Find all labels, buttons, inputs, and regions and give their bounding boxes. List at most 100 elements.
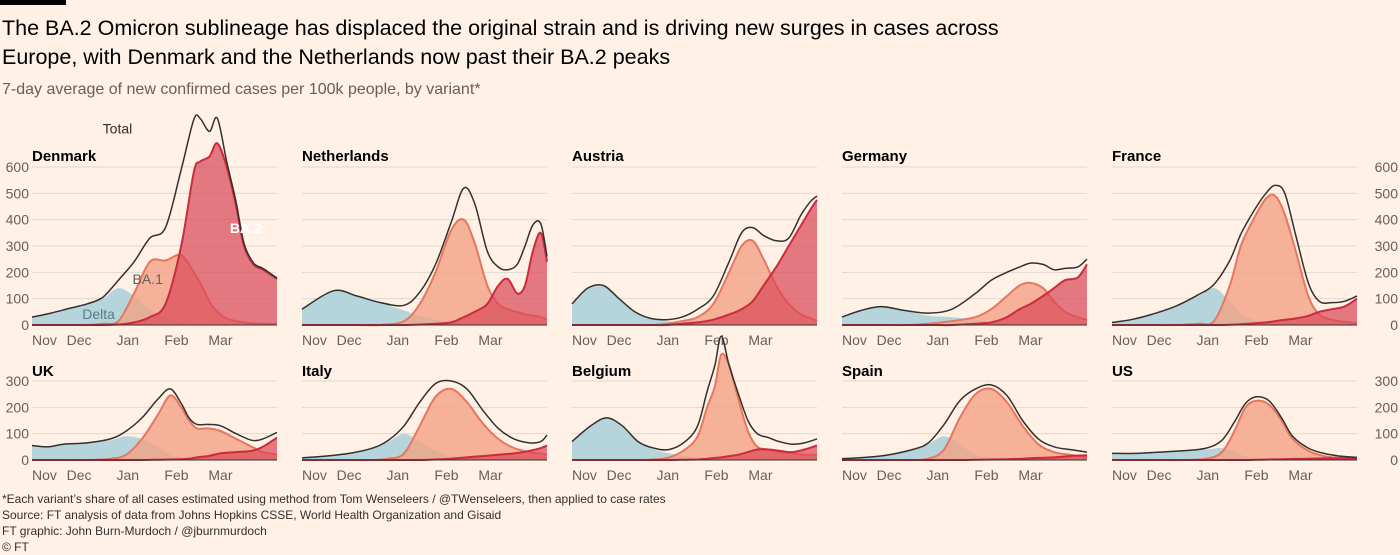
footnote-method: *Each variant’s share of all cases estim… bbox=[2, 492, 666, 506]
panel-title-belgium: Belgium bbox=[572, 363, 631, 380]
x-tick-label: Dec bbox=[607, 332, 632, 348]
y-tick-label: 300 bbox=[1375, 373, 1399, 389]
y-tick-label: 0 bbox=[21, 317, 29, 333]
x-tick-label: Nov bbox=[842, 467, 867, 483]
y-tick-label: 400 bbox=[6, 212, 30, 228]
x-tick-label: Jan bbox=[117, 467, 140, 483]
y-tick-label: 600 bbox=[1375, 159, 1399, 175]
y-tick-label: 400 bbox=[1375, 212, 1399, 228]
panel-title-austria: Austria bbox=[572, 148, 624, 165]
annotation-ba2: BA.2 bbox=[230, 220, 262, 236]
annotation-ba1: BA.1 bbox=[133, 271, 164, 287]
ba2-area bbox=[302, 232, 547, 326]
x-tick-label: Jan bbox=[927, 332, 950, 348]
panel-uk: UK Nov Dec Jan Feb Mar 0 100 200 300 bbox=[6, 363, 278, 483]
ba2-area bbox=[572, 445, 817, 460]
y-tick-label: 100 bbox=[1375, 426, 1399, 442]
x-tick-label: Mar bbox=[748, 467, 772, 483]
panel-title-italy: Italy bbox=[302, 363, 333, 380]
chart-subtitle: 7-day average of new confirmed cases per… bbox=[2, 81, 481, 98]
x-tick-label: Nov bbox=[842, 332, 867, 348]
y-tick-label: 0 bbox=[21, 452, 29, 468]
annotation-delta: Delta bbox=[82, 306, 115, 322]
panel-title-spain: Spain bbox=[842, 363, 883, 380]
ba2-area bbox=[842, 264, 1087, 326]
x-tick-label: Mar bbox=[478, 467, 502, 483]
y-tick-label: 100 bbox=[1375, 291, 1399, 307]
x-tick-label: Nov bbox=[32, 332, 57, 348]
x-tick-label: Feb bbox=[1244, 467, 1268, 483]
ba1-area bbox=[302, 219, 547, 326]
panel-italy: Italy Nov Dec Jan Feb Mar bbox=[301, 363, 548, 483]
delta-area bbox=[572, 417, 817, 460]
y-tick-label: 200 bbox=[1375, 264, 1399, 280]
x-tick-label: Mar bbox=[1288, 332, 1312, 348]
total-line bbox=[301, 186, 548, 310]
footnote-source: Source: FT analysis of data from Johns H… bbox=[2, 508, 502, 522]
x-tick-label: Feb bbox=[434, 332, 458, 348]
panel-title-netherlands: Netherlands bbox=[302, 148, 389, 165]
delta-area bbox=[572, 284, 817, 325]
total-line bbox=[31, 388, 278, 448]
delta-area bbox=[32, 288, 277, 325]
x-tick-label: Jan bbox=[927, 467, 950, 483]
total-line bbox=[841, 258, 1088, 318]
y-tick-label: 500 bbox=[1375, 185, 1399, 201]
x-tick-label: Mar bbox=[208, 467, 232, 483]
x-tick-label: Feb bbox=[164, 467, 188, 483]
x-tick-label: Feb bbox=[974, 467, 998, 483]
x-tick-label: Mar bbox=[208, 332, 232, 348]
y-tick-label: 300 bbox=[6, 238, 30, 254]
x-tick-label: Jan bbox=[387, 467, 410, 483]
x-tick-label: Jan bbox=[1197, 332, 1220, 348]
x-tick-label: Mar bbox=[748, 332, 772, 348]
panel-denmark: Denmark Nov Dec Jan Feb Mar 0 100 200 300 400 500 60… bbox=[6, 114, 278, 348]
panel-title-uk: UK bbox=[32, 363, 54, 380]
y-tick-label: 300 bbox=[1375, 238, 1399, 254]
total-line bbox=[571, 195, 818, 321]
x-tick-label: Feb bbox=[704, 467, 728, 483]
y-tick-label: 300 bbox=[6, 373, 30, 389]
y-tick-label: 100 bbox=[6, 426, 30, 442]
x-tick-label: Dec bbox=[67, 467, 92, 483]
x-tick-label: Mar bbox=[1018, 332, 1042, 348]
x-tick-label: Dec bbox=[67, 332, 92, 348]
x-tick-label: Nov bbox=[1112, 332, 1137, 348]
panel-belgium: Belgium Nov Dec Jan Feb Mar bbox=[571, 335, 818, 483]
y-tick-label: 200 bbox=[1375, 399, 1399, 415]
panel-germany: Germany Nov Dec Jan Feb Mar bbox=[841, 148, 1088, 348]
y-tick-label: 100 bbox=[6, 291, 30, 307]
ft-top-bar bbox=[0, 0, 66, 5]
ba1-area bbox=[302, 388, 547, 461]
y-tick-label: 0 bbox=[1390, 317, 1398, 333]
x-tick-label: Dec bbox=[1147, 467, 1172, 483]
x-tick-label: Feb bbox=[704, 332, 728, 348]
x-tick-label: Feb bbox=[974, 332, 998, 348]
total-line bbox=[301, 379, 548, 459]
ba1-area bbox=[1112, 194, 1357, 326]
x-tick-label: Mar bbox=[1018, 467, 1042, 483]
x-tick-label: Jan bbox=[657, 332, 680, 348]
x-tick-label: Jan bbox=[117, 332, 140, 348]
x-tick-label: Nov bbox=[572, 467, 597, 483]
chart-title: The BA.2 Omicron sublineage has displace… bbox=[2, 16, 999, 69]
footnote-credit: FT graphic: John Burn-Murdoch / @jburnmu… bbox=[2, 524, 267, 538]
x-tick-label: Nov bbox=[302, 467, 327, 483]
ba2-area bbox=[572, 199, 817, 326]
total-line bbox=[31, 114, 278, 318]
y-tick-label: 600 bbox=[6, 159, 30, 175]
x-tick-label: Nov bbox=[1112, 467, 1137, 483]
panel-netherlands: Netherlands Nov Dec Jan Feb Mar bbox=[301, 148, 548, 348]
panel-title-denmark: Denmark bbox=[32, 148, 97, 165]
x-tick-label: Feb bbox=[1244, 332, 1268, 348]
ba1-area bbox=[32, 395, 277, 461]
y-tick-label: 200 bbox=[6, 264, 30, 280]
x-tick-label: Dec bbox=[1147, 332, 1172, 348]
x-tick-label: Feb bbox=[164, 332, 188, 348]
x-tick-label: Jan bbox=[1197, 467, 1220, 483]
panel-title-france: France bbox=[1112, 148, 1161, 165]
ba2-area bbox=[32, 143, 277, 326]
x-tick-label: Dec bbox=[337, 332, 362, 348]
delta-area bbox=[302, 290, 547, 325]
ba1-area bbox=[1112, 400, 1357, 461]
